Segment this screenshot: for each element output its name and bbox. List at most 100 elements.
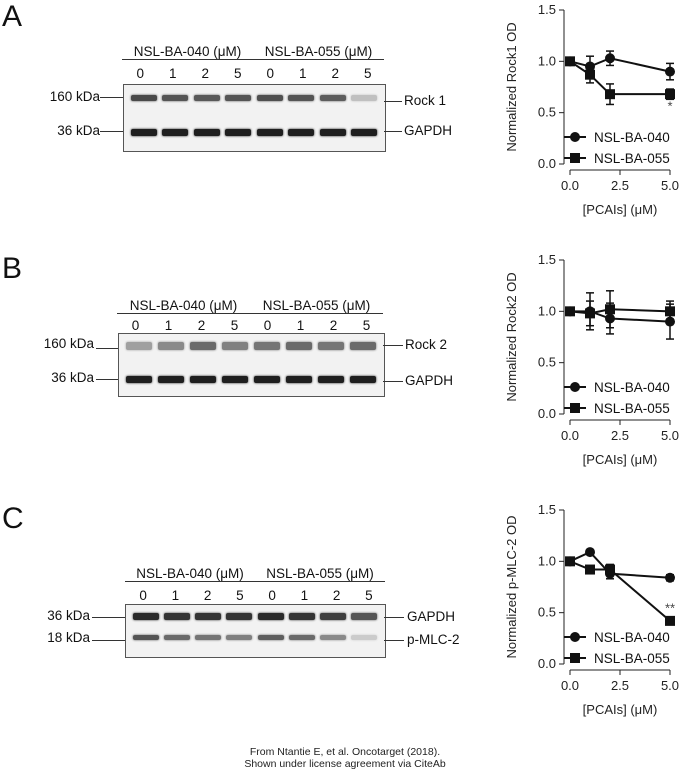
blot-band <box>130 95 157 101</box>
blot-band <box>222 342 248 350</box>
y-tick-label: 1.0 <box>538 553 556 568</box>
lane-label: 0 <box>136 66 144 81</box>
western-blot-image <box>125 604 386 658</box>
significance-mark: ** <box>665 601 675 616</box>
data-point <box>565 556 575 567</box>
lane-label: 1 <box>296 318 305 333</box>
lane-labels: 0 1 2 5 0 1 2 5 <box>127 588 385 603</box>
y-tick-label: 1.5 <box>538 2 556 17</box>
legend-marker <box>570 382 580 392</box>
lane-label: 2 <box>329 318 338 333</box>
mw-marker-bottom: 36 kDa <box>57 123 100 138</box>
data-point <box>605 53 615 64</box>
panel-letter: A <box>2 0 23 33</box>
blot-band <box>288 613 315 620</box>
data-point <box>605 564 615 575</box>
significance-mark: * <box>667 99 672 114</box>
blot-band <box>190 342 216 350</box>
blot-group2-label: NSL-BA-055 (μM) <box>253 44 384 60</box>
x-axis-label: [PCAIs] (μM) <box>583 452 658 467</box>
blot-band <box>351 635 378 640</box>
x-tick-label: 2.5 <box>611 428 629 443</box>
blot-group1-label: NSL-BA-040 (μM) <box>125 566 255 582</box>
blot-band <box>163 613 190 620</box>
blot-band <box>286 376 312 383</box>
blot-band <box>193 95 220 101</box>
blot-band <box>288 95 315 101</box>
blot-group1-label: NSL-BA-040 (μM) <box>117 298 250 314</box>
blot-band <box>226 613 253 620</box>
data-point <box>605 89 615 100</box>
lane-label: 5 <box>363 66 372 81</box>
data-point <box>585 564 595 575</box>
blot-band <box>256 129 283 136</box>
protein-label-top: Rock 1 <box>404 93 447 108</box>
y-tick-label: 0.5 <box>538 355 556 370</box>
blot-band <box>286 342 312 350</box>
blot-band <box>225 129 252 136</box>
y-tick-label: 1.0 <box>538 303 556 318</box>
lane-label: 1 <box>298 66 307 81</box>
data-point <box>665 572 675 583</box>
blot-band <box>350 342 376 350</box>
series-line <box>569 60 670 96</box>
western-blot-image <box>118 333 385 397</box>
blot-group2-label: NSL-BA-055 (μM) <box>255 566 385 582</box>
blot-band <box>158 342 184 350</box>
y-tick-label: 0.0 <box>538 406 556 421</box>
license-line: Shown under license agreement via CiteAb <box>244 758 446 770</box>
blot-band <box>222 376 248 383</box>
lane-label: 2 <box>203 588 212 603</box>
y-tick-label: 1.5 <box>538 502 556 517</box>
blot-band <box>195 613 222 620</box>
lane-label: 2 <box>201 66 209 81</box>
blot-band <box>318 376 344 383</box>
lane-label: 0 <box>139 588 147 603</box>
y-tick-label: 0.0 <box>538 656 556 671</box>
blot-band <box>351 129 378 136</box>
lane-label: 1 <box>300 588 309 603</box>
protein-label-bottom: p-MLC-2 <box>407 632 460 647</box>
mw-marker-top: 160 kDa <box>43 336 94 351</box>
rock1-od-chart: 0.0 0.5 1.0 1.5 0.0 2.5 5.0[PCAIs] (μM) Normali… <box>504 2 679 217</box>
series-line <box>569 308 671 315</box>
protein-label-top: Rock 2 <box>405 337 448 352</box>
blot-band <box>163 635 190 640</box>
legend-label: NSL-BA-055 <box>594 401 670 416</box>
lane-label: 1 <box>171 588 180 603</box>
legend-label: NSL-BA-055 <box>594 151 670 166</box>
blot-band <box>126 342 152 350</box>
mw-marker-bottom: 36 kDa <box>51 370 94 385</box>
y-axis-label: Normalized Rock2 OD <box>504 272 519 401</box>
x-tick-label: 5.0 <box>661 678 679 693</box>
lane-label: 2 <box>331 66 339 81</box>
blot-group1-label: NSL-BA-040 (μM) <box>122 44 253 60</box>
y-tick-label: 0.0 <box>538 156 556 171</box>
rock2-od-chart: 0.0 0.5 1.0 1.5 0.0 2.5 5.0[PCAIs] (μM) Normali… <box>504 252 679 467</box>
blot-band <box>162 129 189 136</box>
blot-band <box>195 635 222 640</box>
series-line <box>569 57 671 73</box>
blot-band <box>319 129 346 136</box>
x-axis-label: [PCAIs] (μM) <box>583 202 658 217</box>
lane-label: 0 <box>268 588 276 603</box>
series-line <box>570 310 671 323</box>
y-tick-label: 1.5 <box>538 252 556 267</box>
lane-labels: 0 1 2 5 0 1 2 5 <box>119 318 383 333</box>
x-axis-label: [PCAIs] (μM) <box>583 702 658 717</box>
lane-label: 5 <box>233 66 242 81</box>
citation-footer: From Ntantie E, et al. Oncotarget (2018)… <box>0 746 690 770</box>
data-point <box>665 66 675 77</box>
blot-band <box>162 95 189 101</box>
blot-band <box>351 613 378 620</box>
panel-letter: B <box>2 252 23 285</box>
lane-label: 5 <box>236 588 244 603</box>
data-point <box>565 306 575 317</box>
x-tick-label: 2.5 <box>611 678 629 693</box>
blot-band <box>318 342 344 350</box>
data-point <box>585 547 595 558</box>
lane-label: 1 <box>164 318 173 333</box>
legend-label: NSL-BA-055 <box>594 651 670 666</box>
pmlc2-od-chart: 0.0 0.5 1.0 1.5 0.0 2.5 5.0[PCAIs] (μM) Normali… <box>504 502 679 717</box>
blot-band <box>351 95 378 101</box>
